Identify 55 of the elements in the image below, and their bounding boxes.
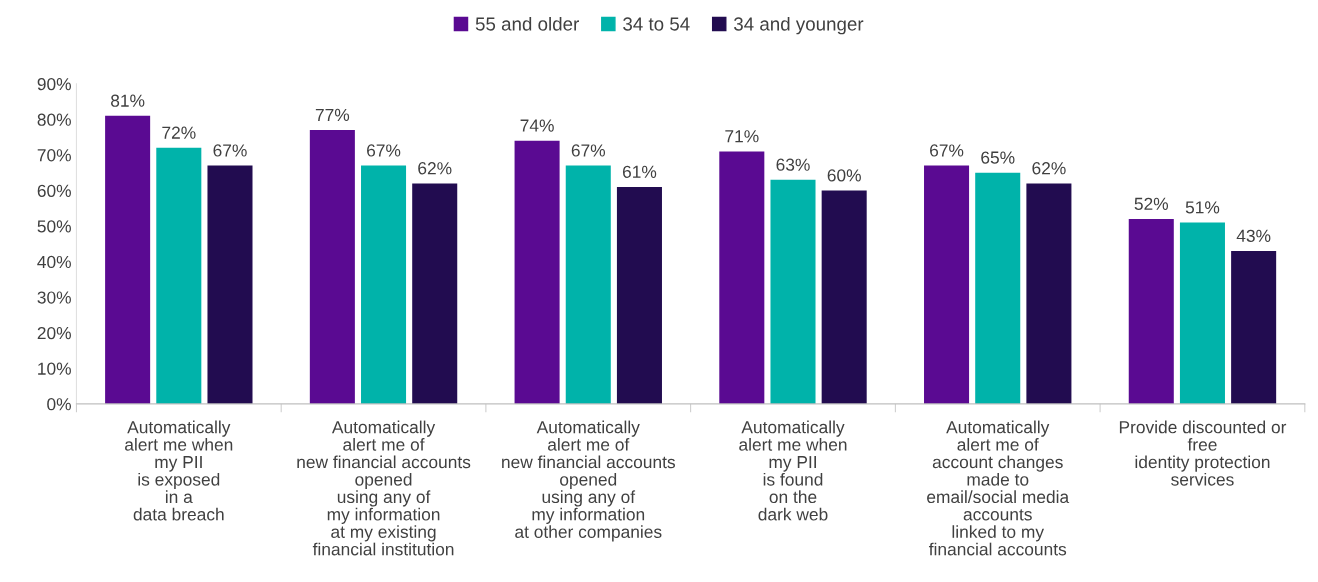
bar [412,183,458,404]
x-tick-label: Automatically alert me of new financial accounts opened using any of my information at my existing financial institution [297,420,471,556]
y-tick-label: 10% [38,362,71,375]
bar [1026,183,1072,404]
bar [770,179,816,404]
data-label: 74% [520,119,554,132]
bar [156,147,202,404]
x-tick-label: Automatically alert me of account changes made to email/social media accounts linked to my financial accounts [927,420,1070,556]
data-label: 72% [162,126,196,139]
x-tick-label: Automatically alert me when my PII is found on the dark web [739,420,847,521]
data-label: 67% [930,144,964,157]
data-label: 65% [981,151,1015,164]
legend-label: 34 and younger [734,16,864,35]
data-label: 52% [1134,197,1169,210]
bar [105,115,151,404]
data-label: 67% [213,144,247,157]
y-tick-label: 40% [37,255,71,269]
bar [1231,250,1277,404]
bar [821,190,867,404]
bar [207,165,253,404]
bar [361,165,407,404]
x-tick-label: Provide discounted or free identity protection services [1119,420,1287,486]
legend-label: 55 and older [475,16,579,31]
data-label: 81% [111,94,145,107]
data-label: 61% [622,165,657,178]
data-label: 77% [315,108,350,121]
bar [616,186,662,404]
x-tick-label: Automatically alert me of new financial accounts opened using any of my information at other companies [502,420,675,542]
bar [975,172,1021,404]
data-label: 67% [367,144,401,157]
y-tick-label: 20% [37,326,71,340]
y-tick-label: 30% [37,291,71,304]
legend-label: 34 to 54 [623,17,690,31]
data-label: 67% [571,144,606,157]
y-tick-label: 80% [37,113,71,126]
data-label: 62% [418,162,452,175]
x-tick-label: Automatically alert me when my PII is exposed in a data breach [125,420,233,521]
data-label: 62% [1032,162,1066,175]
bar [719,151,765,404]
y-tick-label: 0% [47,398,71,411]
bar [1179,222,1225,404]
data-label: 43% [1236,229,1271,242]
bar [514,140,560,404]
y-tick-label: 90% [37,77,71,91]
bar [309,130,355,404]
data-label: 51% [1185,201,1220,214]
y-tick-label: 60% [37,184,71,197]
data-label: 71% [725,130,759,143]
bar [924,165,970,404]
data-label: 60% [827,169,861,182]
bar [1128,218,1174,404]
y-tick-label: 50% [37,220,71,233]
y-tick-label: 70% [37,149,71,162]
data-label: 63% [776,158,810,171]
bar [565,165,611,404]
